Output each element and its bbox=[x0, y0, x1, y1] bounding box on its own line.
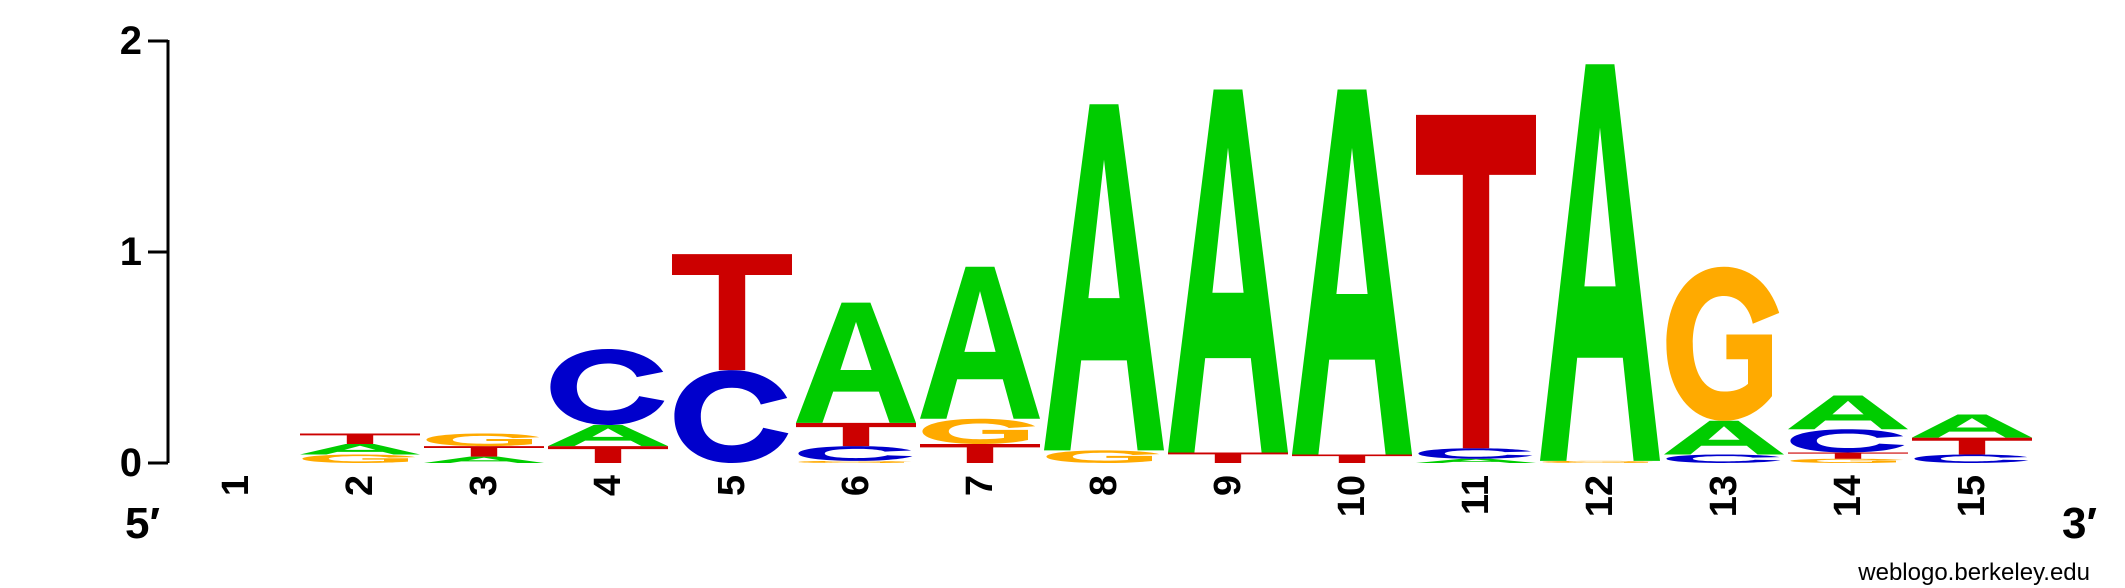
position-label: 11 bbox=[1455, 475, 1497, 515]
position-label: 6 bbox=[835, 475, 877, 496]
logo-column bbox=[796, 302, 916, 463]
logo-letter-t bbox=[796, 422, 916, 447]
logo-column bbox=[1416, 114, 1536, 463]
logo-letter-a bbox=[424, 456, 544, 463]
y-axis: 0 1 2 bbox=[120, 19, 170, 485]
position-label: 3 bbox=[463, 475, 505, 496]
logo-letter-g bbox=[1046, 450, 1160, 463]
logo-column bbox=[424, 433, 544, 463]
logo-letter-t bbox=[1416, 114, 1536, 449]
position-label: 15 bbox=[1951, 475, 1993, 517]
logo-letter-g bbox=[426, 433, 540, 447]
logo-letter-c bbox=[1666, 454, 1781, 463]
logo-letter-a bbox=[1912, 414, 2032, 438]
logo-letter-g bbox=[1666, 266, 1780, 421]
logo-letter-t bbox=[672, 254, 792, 371]
three-prime-label: 3′ bbox=[2062, 499, 2097, 548]
logo-letter-a bbox=[1788, 395, 1908, 430]
logo-letter-g bbox=[1790, 458, 1904, 463]
logo-letter-t bbox=[424, 446, 544, 457]
logo-letter-a bbox=[1044, 104, 1164, 451]
logo-letter-g bbox=[798, 460, 912, 463]
logo-letter-g bbox=[1542, 460, 1656, 463]
five-prime-label: 5′ bbox=[125, 499, 160, 548]
logo-letter-a bbox=[1416, 458, 1536, 463]
logo-letter-a bbox=[920, 266, 1040, 419]
logo-letter-t bbox=[1788, 452, 1908, 459]
logo-column bbox=[920, 266, 1040, 463]
logo-letter-t bbox=[1912, 437, 2032, 455]
logo-column bbox=[1168, 89, 1288, 463]
logo-letter-t bbox=[920, 444, 1040, 463]
y-tick-label: 0 bbox=[120, 441, 142, 485]
position-label: 7 bbox=[959, 475, 1001, 496]
logo-letter-a bbox=[1292, 89, 1412, 455]
logo-column bbox=[1912, 414, 2032, 463]
position-label: 9 bbox=[1207, 475, 1249, 496]
logo-letter-t bbox=[1292, 454, 1412, 463]
logo-letter-g bbox=[922, 418, 1036, 445]
logo-letter-t bbox=[1168, 452, 1288, 463]
logo-letter-a bbox=[1168, 89, 1288, 453]
logo-letter-a bbox=[300, 444, 420, 455]
position-label: 1 bbox=[215, 475, 257, 496]
logo-letter-c bbox=[1418, 448, 1533, 459]
logo-letters bbox=[300, 64, 2032, 463]
logo-letter-a bbox=[1540, 64, 1660, 461]
logo-letter-t bbox=[300, 433, 420, 445]
logo-letter-c bbox=[798, 446, 913, 461]
position-label: 5 bbox=[711, 475, 753, 496]
logo-letter-a bbox=[1664, 420, 1784, 455]
logo-letter-c bbox=[1790, 429, 1905, 453]
logo-letter-c bbox=[550, 349, 665, 426]
position-label: 2 bbox=[339, 475, 381, 496]
logo-column bbox=[300, 433, 420, 463]
position-label: 13 bbox=[1703, 475, 1745, 517]
logo-column bbox=[1292, 89, 1412, 463]
logo-letter-a bbox=[548, 425, 668, 447]
position-label: 4 bbox=[587, 475, 629, 496]
y-tick-label: 2 bbox=[120, 19, 142, 63]
credit-text: weblogo.berkeley.edu bbox=[1857, 559, 2090, 586]
logo-column bbox=[548, 349, 668, 463]
position-label: 14 bbox=[1827, 475, 1869, 517]
logo-letter-a bbox=[796, 302, 916, 423]
logo-column bbox=[672, 254, 792, 463]
logo-letter-c bbox=[674, 370, 789, 463]
logo-letter-c bbox=[1914, 454, 2029, 463]
logo-column bbox=[1664, 266, 1784, 463]
logo-column bbox=[1788, 395, 1908, 463]
y-tick-label: 1 bbox=[120, 230, 142, 274]
logo-letter-t bbox=[548, 446, 668, 463]
logo-column bbox=[1540, 64, 1660, 463]
position-label: 12 bbox=[1579, 475, 1621, 517]
logo-letter-g bbox=[302, 454, 416, 463]
x-axis-labels: 1 2 3 4 5 6 7 8 9 10 11 12 13 14 15 bbox=[215, 475, 1993, 517]
position-label: 8 bbox=[1083, 475, 1125, 496]
position-label: 10 bbox=[1331, 475, 1373, 517]
logo-column bbox=[1044, 104, 1164, 463]
